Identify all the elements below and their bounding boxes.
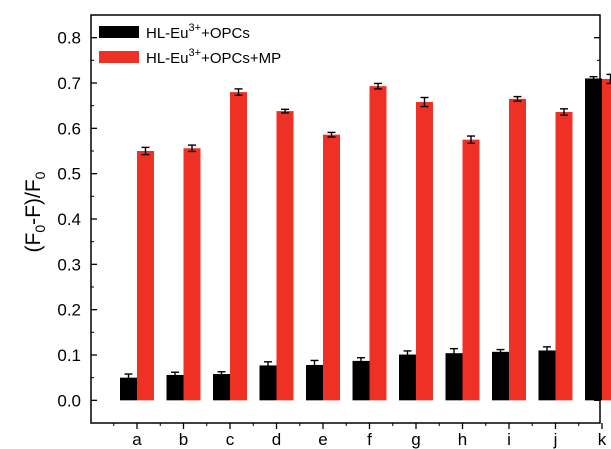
x-tick-label: g — [411, 430, 420, 449]
y-axis-ticks: 0.0 0.1 0.2 0.3 0.4 0.5 0.6 0.7 0.8 — [57, 29, 600, 410]
legend-swatch-series-2 — [99, 51, 139, 63]
y-tick-label: 0.6 — [57, 119, 81, 138]
y-tick-label: 0.2 — [57, 301, 81, 320]
bar-series-2 — [462, 139, 480, 401]
y-tick-label: 0.4 — [57, 210, 81, 229]
bar-series-2 — [137, 151, 154, 401]
bar-series-2 — [555, 112, 573, 401]
bar-series-1 — [213, 374, 230, 401]
x-tick-label: k — [598, 430, 607, 449]
bar-series-1 — [538, 350, 556, 401]
bar-series-1 — [306, 364, 323, 401]
bar-series-2 — [509, 98, 526, 401]
x-tick-label: d — [272, 430, 281, 449]
x-tick-label: a — [132, 430, 142, 449]
y-tick-label: 0.5 — [57, 165, 81, 184]
bar-series-1 — [259, 365, 277, 401]
bar-series-2 — [602, 78, 611, 401]
bar-series-2 — [369, 86, 387, 401]
bar-series-1 — [399, 354, 416, 401]
y-axis-title: (F0-F)/F0 — [22, 171, 48, 252]
x-tick-label: j — [553, 430, 558, 449]
bar-series-1 — [585, 78, 602, 401]
legend-label-series-1: HL-Eu3++OPCs — [146, 22, 250, 42]
bar-series-2 — [416, 102, 433, 401]
bar-series-1 — [492, 351, 509, 401]
x-tick-label: c — [226, 430, 235, 449]
legend: HL-Eu3++OPCs HL-Eu3++OPCs+MP — [99, 22, 281, 67]
y-tick-label: 0.3 — [57, 255, 81, 274]
bars — [120, 78, 611, 401]
y-tick-label: 0.0 — [57, 391, 81, 410]
x-tick-label: h — [458, 430, 467, 449]
bar-series-2 — [183, 148, 201, 401]
x-tick-label: b — [179, 430, 188, 449]
x-tick-label: e — [318, 430, 327, 449]
bar-series-1 — [120, 377, 137, 401]
legend-label-series-2: HL-Eu3++OPCs+MP — [146, 47, 281, 67]
bar-series-2 — [276, 111, 294, 401]
bar-series-1 — [352, 360, 370, 401]
y-tick-label: 0.7 — [57, 74, 81, 93]
y-tick-label: 0.1 — [57, 346, 81, 365]
y-tick-label: 0.8 — [57, 29, 81, 48]
x-tick-label: f — [367, 430, 372, 449]
legend-swatch-series-1 — [99, 26, 139, 38]
bar-series-1 — [166, 374, 184, 401]
x-axis-ticks: a b c d e f g h i j k — [113, 423, 607, 449]
x-tick-label: i — [507, 430, 511, 449]
bar-series-1 — [445, 353, 463, 401]
bar-series-2 — [323, 134, 340, 401]
bar-series-2 — [230, 92, 247, 401]
